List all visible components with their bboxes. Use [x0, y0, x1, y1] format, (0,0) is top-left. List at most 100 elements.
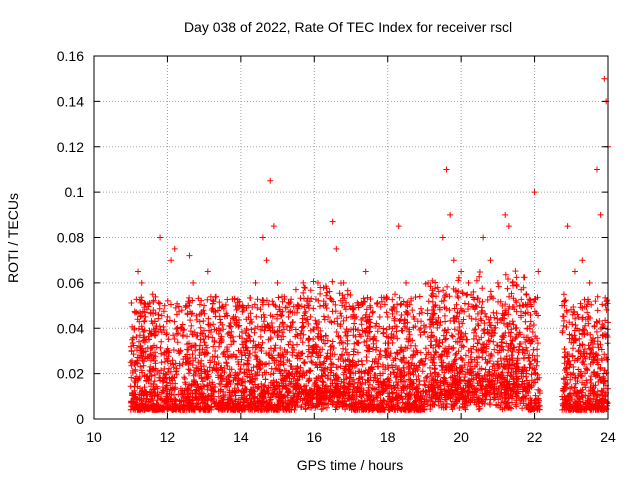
roti-point: [252, 279, 259, 286]
roti-point: [516, 302, 523, 309]
roti-series: [127, 75, 611, 377]
roti-point: [175, 347, 182, 354]
y-tick-label: 0.02: [57, 366, 84, 382]
roti-point: [142, 313, 149, 320]
y-tick-label: 0.08: [57, 230, 84, 246]
roti-point: [146, 336, 153, 343]
roti-point: [593, 166, 600, 173]
y-axis-label: ROTI / TECUs: [5, 193, 21, 283]
roti-point: [425, 279, 432, 286]
roti-point: [223, 359, 230, 366]
roti-point: [370, 336, 377, 343]
roti-point: [586, 279, 593, 286]
roti-point: [135, 268, 142, 275]
x-tick-label: 16: [306, 429, 322, 445]
x-tick-label: 14: [233, 429, 249, 445]
roti-point: [237, 347, 244, 354]
roti-point: [300, 279, 307, 286]
chart-title: Day 038 of 2022, Rate Of TEC Index for r…: [184, 19, 512, 35]
y-tick-label: 0: [76, 411, 84, 427]
roti-point: [270, 223, 277, 230]
roti-point: [447, 211, 454, 218]
roti-point: [579, 257, 586, 264]
roti-point: [285, 313, 292, 320]
roti-point: [392, 291, 399, 298]
roti-point: [505, 223, 512, 230]
roti-point: [531, 189, 538, 196]
roti-point: [131, 325, 138, 332]
roti-point: [245, 302, 252, 309]
roti-point: [410, 313, 417, 320]
roti-point: [149, 291, 156, 298]
roti-point: [182, 302, 189, 309]
x-tick-label: 10: [86, 429, 102, 445]
y-tick-label: 0.04: [57, 320, 84, 336]
roti-point: [171, 245, 178, 252]
roti-point: [439, 234, 446, 241]
roti-point: [432, 302, 439, 309]
roti-point: [403, 279, 410, 286]
roti-point: [160, 370, 167, 377]
roti-point: [201, 302, 208, 309]
roti-point: [601, 75, 608, 82]
x-tick-label: 22: [527, 429, 543, 445]
roti-point: [502, 211, 509, 218]
roti-point: [307, 313, 314, 320]
roti-point: [494, 279, 501, 286]
roti-point: [417, 325, 424, 332]
y-axis-ticks: 0 0.02 0.04 0.06 0.08 0.1 0.12 0.14 0.16: [57, 48, 608, 427]
roti-point: [362, 268, 369, 275]
grid-lines: [94, 56, 608, 419]
roti-point: [597, 211, 604, 218]
roti-point: [348, 313, 354, 320]
roti-point: [524, 325, 531, 332]
y-tick-label: 0.14: [57, 93, 84, 109]
roti-point: [138, 279, 145, 286]
y-tick-label: 0.16: [57, 48, 84, 64]
roti-point: [377, 347, 384, 354]
roti-point: [230, 313, 237, 320]
x-axis-ticks: 10 12 14 16 18 20 22 24: [86, 56, 616, 445]
roti-point: [157, 234, 164, 241]
roti-point: [395, 223, 402, 230]
roti-point: [278, 336, 285, 343]
roti-point: [190, 279, 197, 286]
roti-point: [450, 257, 457, 264]
roti-point: [443, 166, 450, 173]
x-axis-label: GPS time / hours: [297, 457, 404, 473]
roti-point: [168, 257, 175, 264]
roti-point: [197, 336, 204, 343]
roti-point: [535, 268, 542, 275]
roti-point: [259, 234, 266, 241]
roti-point: [458, 268, 465, 275]
roti-point: [560, 291, 567, 298]
roti-point: [127, 359, 134, 366]
roti-point: [571, 268, 578, 275]
x-tick-label: 24: [600, 429, 616, 445]
roti-point: [384, 313, 391, 320]
roti-point: [263, 257, 270, 264]
roti-point: [215, 325, 222, 332]
x-tick-label: 12: [160, 429, 176, 445]
roti-point: [292, 286, 299, 293]
roti-point: [509, 279, 516, 286]
roti-point: [487, 257, 494, 264]
roti-point: [355, 302, 362, 309]
y-tick-label: 0.06: [57, 275, 84, 291]
x-tick-label: 18: [380, 429, 396, 445]
roti-point: [465, 279, 472, 286]
roti-point: [164, 313, 171, 320]
y-tick-label: 0.1: [65, 184, 85, 200]
roti-point: [333, 245, 340, 252]
roti-point: [564, 223, 571, 230]
roti-point: [267, 177, 274, 184]
roti-point: [329, 218, 336, 225]
roti-point: [480, 234, 487, 241]
roti-point: [472, 302, 479, 309]
roti-point: [340, 279, 347, 286]
roti-point: [274, 279, 281, 286]
roti-point: [314, 279, 321, 286]
roti-point: [204, 268, 211, 275]
roti-point: [186, 252, 193, 259]
